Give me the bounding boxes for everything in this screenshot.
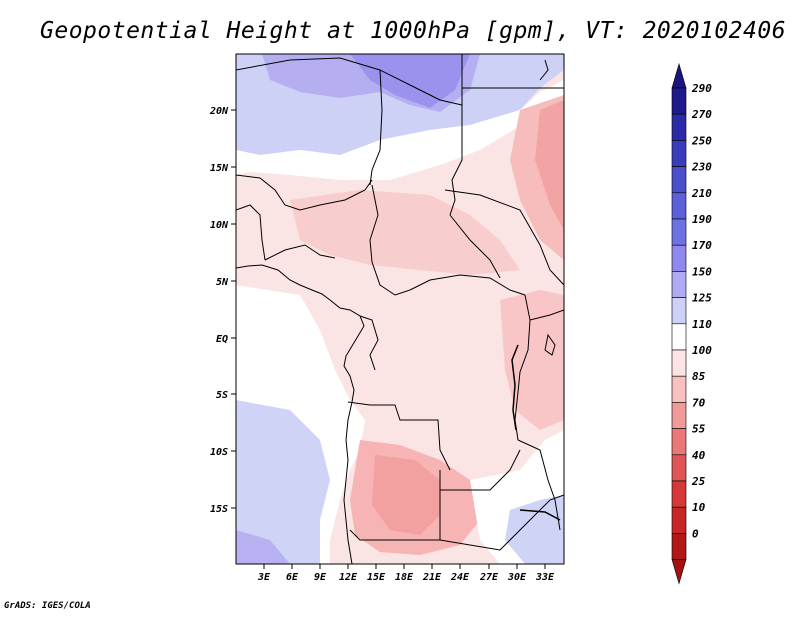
legend-label: 10 — [692, 501, 706, 514]
border-car-drc — [409, 274, 526, 296]
legend-swatch — [671, 533, 687, 560]
border-angola-north — [347, 401, 451, 471]
border-malawi — [517, 439, 561, 531]
legend-label: 190 — [692, 213, 712, 226]
legend-arrow-top — [671, 62, 687, 89]
border-cameroon-car — [369, 184, 411, 296]
legend-swatch — [671, 375, 687, 403]
legend-label: 0 — [692, 527, 699, 540]
legend-label: 290 — [691, 82, 712, 95]
legend-swatch — [671, 454, 687, 482]
field-southwest-blue — [236, 400, 330, 564]
legend-swatch — [671, 192, 687, 220]
legend-label: 25 — [691, 475, 706, 488]
legend-label: 55 — [692, 423, 706, 436]
border-sahel — [236, 174, 373, 211]
grads-credit: GrADS: IGES/COLA — [4, 601, 91, 611]
longitude-axis: 3E 6E 9E 12E 15E 18E 21E 24E 27E 30E 33E — [257, 564, 555, 583]
latitude-axis: 20N 15N 10N 5N EQ 5S 10S 15S — [209, 106, 236, 515]
border-angola-south — [349, 470, 441, 541]
border-nigeria-west — [236, 204, 266, 261]
legend-swatch — [671, 323, 687, 351]
coastline-west — [236, 264, 365, 564]
border-zimbabwe — [439, 494, 564, 551]
legend-label: 100 — [692, 344, 712, 357]
lat-label: 5S — [216, 390, 228, 401]
borders-layer — [236, 54, 564, 564]
legend-label: 230 — [691, 161, 712, 174]
border-zambia — [440, 449, 521, 491]
lake-tanganyika — [511, 344, 519, 431]
lake-kariba — [519, 509, 561, 521]
field-east-red-dark — [535, 100, 564, 230]
border-gabon-congo — [359, 315, 379, 371]
lon-label: 30E — [507, 572, 527, 583]
lon-label: 18E — [395, 572, 414, 583]
border-chad-sudan — [449, 54, 463, 216]
legend-swatch — [671, 428, 687, 456]
lat-label: 15S — [210, 504, 228, 515]
lon-label: 15E — [367, 572, 386, 583]
border-car-sudan — [449, 214, 501, 279]
field-white-band — [236, 80, 564, 180]
lon-label: 6E — [286, 572, 299, 583]
legend-swatch — [671, 113, 687, 141]
lat-label: EQ — [216, 334, 228, 345]
map-frame — [235, 53, 565, 565]
legend-label: 40 — [692, 449, 706, 462]
field-lakes-pink — [500, 290, 564, 430]
lat-label: 15N — [210, 163, 229, 174]
border-south-sudan — [444, 189, 564, 286]
legend-swatch — [671, 297, 687, 325]
legend-swatch — [671, 87, 687, 115]
lon-label: 24E — [450, 572, 470, 583]
legend-swatch — [671, 271, 687, 298]
legend-swatch — [671, 218, 687, 246]
lon-label: 3E — [257, 572, 271, 583]
lake-victoria — [544, 333, 556, 356]
legend-swatch — [671, 506, 687, 534]
color-legend: 2902702502302101901701501251101008570554… — [671, 62, 712, 585]
legend-swatch — [671, 140, 687, 167]
lon-label: 27E — [479, 572, 499, 583]
lon-label: 12E — [339, 572, 358, 583]
legend-swatch — [671, 349, 687, 377]
lon-label: 33E — [535, 572, 555, 583]
border-nigeria-south — [264, 244, 336, 261]
legend-label: 210 — [691, 187, 712, 200]
lon-label: 21E — [422, 572, 442, 583]
legend-label: 125 — [692, 292, 712, 305]
legend-swatch — [671, 480, 687, 508]
field-southeast-blue — [505, 495, 564, 564]
lat-label: 10S — [210, 447, 228, 458]
border-uganda — [529, 309, 564, 321]
legend-arrow-bottom — [671, 559, 687, 585]
lon-label: 9E — [314, 572, 327, 583]
lat-label: 5N — [216, 277, 229, 288]
border-niger-chad — [369, 69, 383, 186]
field-south-red-dark — [372, 455, 440, 535]
legend-label: 170 — [692, 239, 712, 252]
field-southwest-purple — [236, 530, 290, 564]
legend-swatch — [671, 166, 687, 194]
legend-swatch — [671, 402, 687, 429]
lat-label: 20N — [209, 106, 229, 117]
legend-label: 250 — [691, 134, 712, 147]
lat-label: 10N — [210, 220, 229, 231]
legend-label: 150 — [692, 265, 712, 278]
field-north-violet — [350, 54, 470, 108]
legend-swatch — [671, 244, 687, 272]
height-field — [236, 54, 564, 564]
legend-label: 270 — [691, 108, 712, 121]
legend-label: 110 — [692, 318, 712, 331]
nile-delta — [539, 59, 549, 81]
field-central-pink — [290, 190, 520, 275]
legend-label: 85 — [692, 370, 706, 383]
figure-title: Geopotential Height at 1000hPa [gpm], VT… — [40, 18, 787, 44]
legend-label: 70 — [692, 396, 706, 409]
